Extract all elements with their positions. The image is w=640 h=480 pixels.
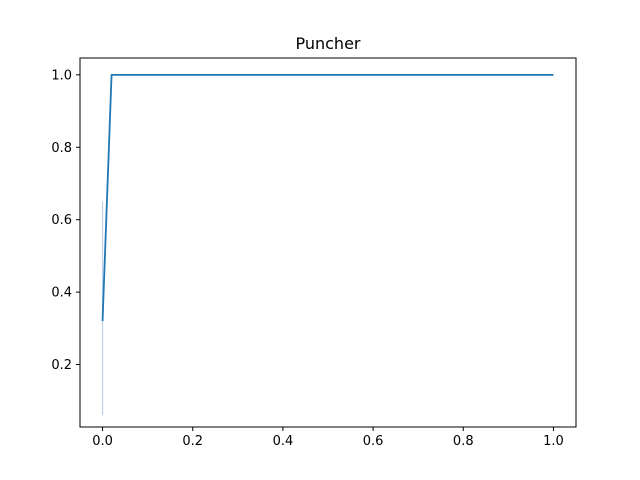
y-tick-label: 0.6 [51, 213, 72, 228]
y-tick-label: 0.8 [51, 141, 72, 156]
x-tick-label: 0.0 [92, 434, 113, 449]
chart-title: Puncher [295, 34, 360, 53]
y-tick-label: 0.2 [51, 358, 72, 373]
y-tick-label: 0.4 [51, 286, 72, 301]
x-tick-label: 0.2 [182, 434, 203, 449]
x-tick-label: 0.8 [453, 434, 474, 449]
plot-area-frame [79, 57, 577, 428]
x-tick-label: 1.0 [543, 434, 564, 449]
y-tick-label: 1.0 [51, 68, 72, 83]
x-tick-label: 0.6 [363, 434, 384, 449]
x-tick-label: 0.4 [273, 434, 294, 449]
series-0-line [101, 73, 554, 322]
